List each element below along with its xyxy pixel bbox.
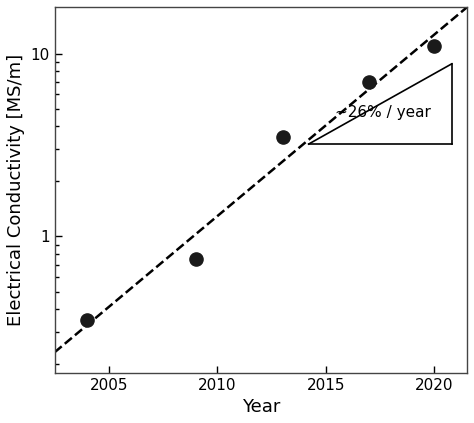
Text: ~26% / year: ~26% / year [335, 105, 431, 120]
Y-axis label: Electrical Conductivity [MS/m]: Electrical Conductivity [MS/m] [7, 54, 25, 326]
Point [365, 79, 373, 85]
Point [83, 316, 91, 323]
X-axis label: Year: Year [242, 398, 280, 416]
Point [192, 256, 200, 263]
Point [279, 134, 286, 140]
Point [431, 43, 438, 49]
